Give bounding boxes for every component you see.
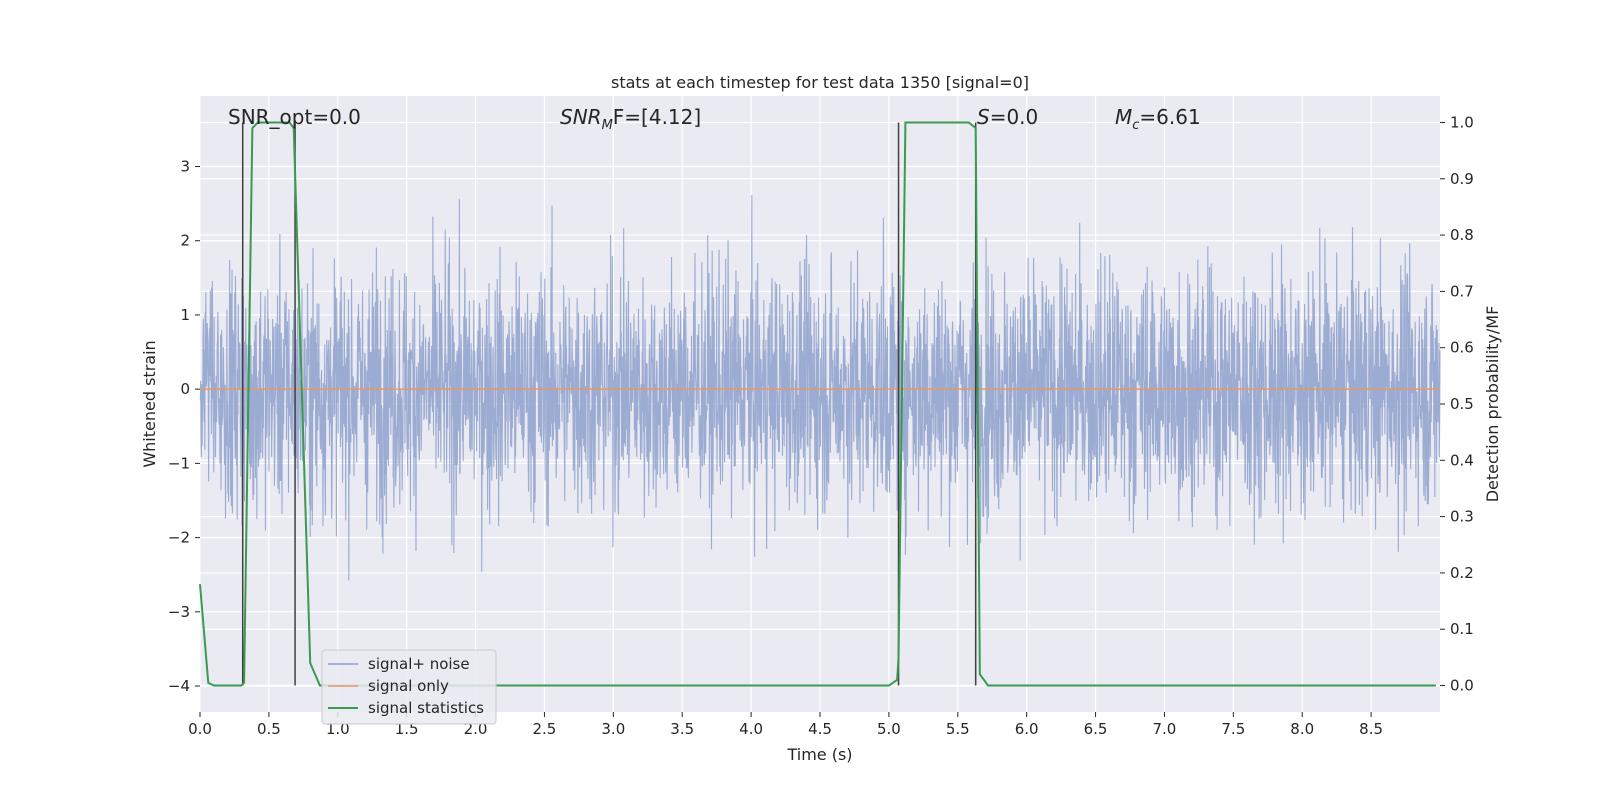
- x-tick-label: 5.5: [946, 720, 970, 738]
- annotation-mc-prefix: M: [1115, 105, 1132, 129]
- legend-label-signal-only: signal only: [368, 677, 449, 695]
- y2-tick-label: 0.2: [1450, 564, 1474, 582]
- y2-axis-label: Detection probability/MF: [1483, 306, 1502, 503]
- x-tick-label: 8.0: [1290, 720, 1314, 738]
- y-tick-label: −2: [168, 529, 190, 547]
- annotation-mc-sub: c: [1132, 118, 1139, 133]
- y-tick-label: −1: [168, 454, 190, 472]
- x-tick-label: 0.5: [257, 720, 281, 738]
- y2-tick-label: 0.5: [1450, 395, 1474, 413]
- y2-tick-label: 1.0: [1450, 113, 1474, 131]
- y2-tick-label: 0.0: [1450, 677, 1474, 695]
- x-tick-label: 8.5: [1359, 720, 1383, 738]
- annotation-mc: Mc=6.61: [1115, 105, 1201, 133]
- signal-statistics-series: [199, 121, 1436, 687]
- x-tick-label: 0.0: [188, 720, 212, 738]
- signal-noise-line: [199, 195, 1441, 581]
- y2-tick-label: 0.1: [1450, 620, 1474, 638]
- chart-title: stats at each timestep for test data 135…: [611, 73, 1029, 92]
- annotation-snr-opt: SNR_opt=0.0: [228, 105, 361, 129]
- y-tick-label: −4: [168, 677, 190, 695]
- x-tick-label: 3.0: [601, 720, 625, 738]
- y-axis-ticks: 3 2 1 0 −1 −2 −3 −4: [168, 158, 200, 695]
- y-tick-label: 3: [180, 158, 190, 176]
- y-tick-label: 0: [180, 380, 190, 398]
- legend: signal+ noise signal only signal statist…: [321, 649, 497, 725]
- annotation-s-prefix: S: [977, 105, 990, 129]
- legend-label-signal-noise: signal+ noise: [368, 655, 470, 673]
- y2-tick-label: 0.9: [1450, 170, 1474, 188]
- y2-tick-label: 0.6: [1450, 339, 1474, 357]
- annotation-snr-mf: SNRMF=[4.12]: [560, 105, 701, 133]
- signal-noise-series: [199, 195, 1441, 581]
- x-tick-label: 5.0: [877, 720, 901, 738]
- annotation-snr-mf-sub: M: [602, 118, 613, 133]
- legend-label-signal-statistics: signal statistics: [368, 699, 484, 717]
- y-tick-label: −3: [168, 603, 190, 621]
- y2-tick-label: 0.8: [1450, 226, 1474, 244]
- x-tick-label: 7.5: [1221, 720, 1245, 738]
- x-tick-label: 2.5: [533, 720, 557, 738]
- y-tick-label: 2: [180, 232, 190, 250]
- y2-tick-label: 0.3: [1450, 508, 1474, 526]
- y-tick-label: 1: [180, 306, 190, 324]
- x-axis-label: Time (s): [786, 745, 852, 764]
- y2-tick-label: 0.7: [1450, 282, 1474, 300]
- annotation-s: S=0.0: [977, 105, 1038, 129]
- x-tick-label: 3.5: [670, 720, 694, 738]
- annotation-mc-rest: =6.61: [1139, 105, 1200, 129]
- x-tick-label: 6.5: [1084, 720, 1108, 738]
- x-tick-label: 7.0: [1153, 720, 1177, 738]
- x-axis-ticks: 0.0 0.5 1.0 1.5 2.0 2.5 3.0 3.5 4.0 4.5 5.0 5.5 6.0 6…: [188, 712, 1383, 738]
- legend-box: [321, 649, 497, 725]
- annotation-snr-mf-prefix: SNR: [560, 105, 602, 129]
- annotation-snr-mf-rest: F=[4.12]: [613, 105, 701, 129]
- y-axis-label: Whitened strain: [140, 340, 159, 467]
- x-tick-label: 4.0: [739, 720, 763, 738]
- x-tick-label: 4.5: [808, 720, 832, 738]
- y2-axis-ticks: 1.0 0.9 0.8 0.7 0.6 0.5 0.4 0.3 0.2 0.1 0.0: [1440, 113, 1474, 695]
- annotation-s-rest: =0.0: [990, 105, 1039, 129]
- x-tick-label: 6.0: [1015, 720, 1039, 738]
- y2-tick-label: 0.4: [1450, 451, 1474, 469]
